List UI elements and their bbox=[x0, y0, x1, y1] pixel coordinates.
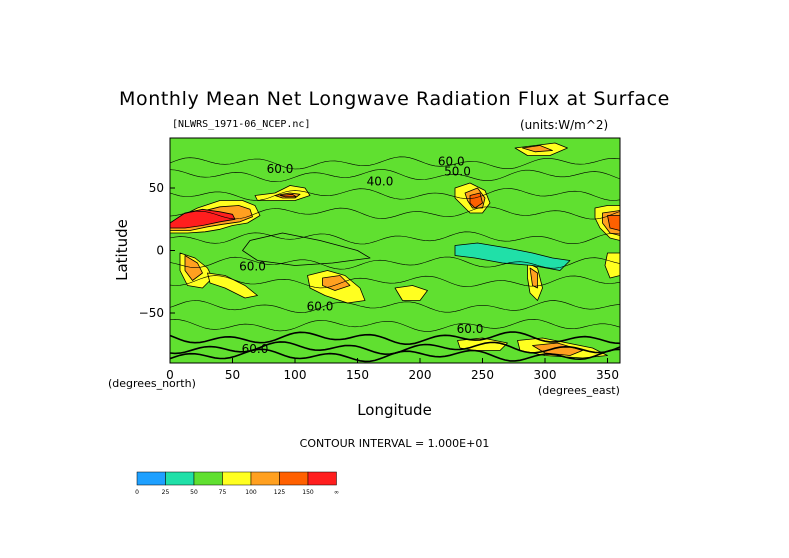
contour-label-5: 60.0 bbox=[307, 300, 334, 314]
y-tick-label-2: −50 bbox=[139, 306, 164, 320]
contour-label-1: 40.0 bbox=[367, 175, 394, 189]
legend-label-5: 125 bbox=[274, 489, 286, 496]
chart-title: Monthly Mean Net Longwave Radiation Flux… bbox=[119, 88, 670, 110]
dataset-file-label: [NLWRS_1971-06_NCEP.nc] bbox=[172, 119, 311, 130]
color-scale-legend: 0 25 50 75 100 125 150 ∞ bbox=[135, 471, 339, 496]
contour-region-5 bbox=[279, 193, 297, 198]
contour-region-22 bbox=[454, 242, 571, 271]
contour-line-7 bbox=[170, 300, 620, 313]
contour-region-24 bbox=[394, 285, 428, 301]
legend-swatch-3 bbox=[222, 471, 252, 486]
legend-label-4: 100 bbox=[245, 489, 257, 496]
contour-line-4 bbox=[170, 231, 620, 245]
contour-line-5 bbox=[170, 256, 620, 270]
contour-line-9 bbox=[170, 331, 620, 346]
contour-region-21 bbox=[604, 252, 620, 279]
x-axis-title-row: Longitude bbox=[0, 401, 789, 419]
contour-region-20 bbox=[529, 267, 538, 289]
x-tick-label-6: 300 bbox=[534, 368, 557, 382]
y-axis-unit-label: (degrees_east) bbox=[538, 384, 620, 397]
legend-swatch-6 bbox=[307, 471, 337, 486]
contour-label-2: 60.0 bbox=[438, 155, 465, 169]
contour-region-16 bbox=[184, 255, 203, 281]
contour-region-2 bbox=[170, 208, 236, 229]
x-tick-label-3: 150 bbox=[346, 368, 369, 382]
x-tick-label-2: 100 bbox=[284, 368, 307, 382]
legend-label-7: ∞ bbox=[334, 489, 339, 496]
contour-region-15 bbox=[207, 272, 258, 299]
contour-region-23 bbox=[242, 232, 371, 266]
legend-swatch-2 bbox=[193, 471, 223, 486]
contour-interval-note: CONTOUR INTERVAL = 1.000E+01 bbox=[299, 437, 490, 450]
contour-label-3: 50.0 bbox=[444, 165, 471, 179]
contour-line-8 bbox=[170, 318, 620, 332]
contour-line-2 bbox=[170, 188, 620, 201]
contour-label-7: 60.0 bbox=[242, 342, 269, 356]
units-label: (units:W/m^2) bbox=[520, 118, 609, 132]
legend-label-2: 50 bbox=[190, 489, 198, 496]
legend-label-0: 0 bbox=[135, 489, 139, 496]
x-tick-label-5: 250 bbox=[471, 368, 494, 382]
contour-label-4: 60.0 bbox=[239, 260, 266, 274]
contour-line-11 bbox=[170, 348, 620, 363]
x-axis-title: Longitude bbox=[357, 401, 432, 419]
x-tick-label-0: 0 bbox=[166, 368, 174, 382]
x-tick-label-4: 200 bbox=[409, 368, 432, 382]
contour-line-1 bbox=[170, 169, 620, 183]
contour-region-10 bbox=[522, 145, 553, 153]
contour-region-13 bbox=[607, 215, 620, 231]
contour-label-0: 60.0 bbox=[267, 162, 294, 176]
legend-swatch-4 bbox=[250, 471, 280, 486]
legend-label-3: 75 bbox=[219, 489, 227, 496]
legend-swatch-1 bbox=[165, 471, 195, 486]
contour-line-3 bbox=[170, 206, 620, 220]
legend-swatch-5 bbox=[279, 471, 309, 486]
contour-line-6 bbox=[170, 275, 620, 289]
y-tick-label-1: 0 bbox=[156, 244, 164, 258]
contour-label-6: 60.0 bbox=[457, 322, 484, 336]
legend-label-6: 150 bbox=[302, 489, 314, 496]
x-tick-label-7: 350 bbox=[596, 368, 619, 382]
contour-line-0 bbox=[170, 156, 620, 170]
y-tick-label-0: 50 bbox=[149, 181, 164, 195]
x-axis-unit-label: (degrees_north) bbox=[108, 377, 196, 390]
x-tick-label-1: 50 bbox=[225, 368, 240, 382]
plot-area: 60.040.060.050.060.060.060.060.0 bbox=[170, 138, 620, 363]
legend-swatch-0 bbox=[136, 471, 166, 486]
legend-label-1: 25 bbox=[162, 489, 170, 496]
axes: 0 50 100 150 200 250 300 350 50 0 −50 bbox=[139, 137, 621, 382]
plot-background bbox=[170, 138, 620, 363]
